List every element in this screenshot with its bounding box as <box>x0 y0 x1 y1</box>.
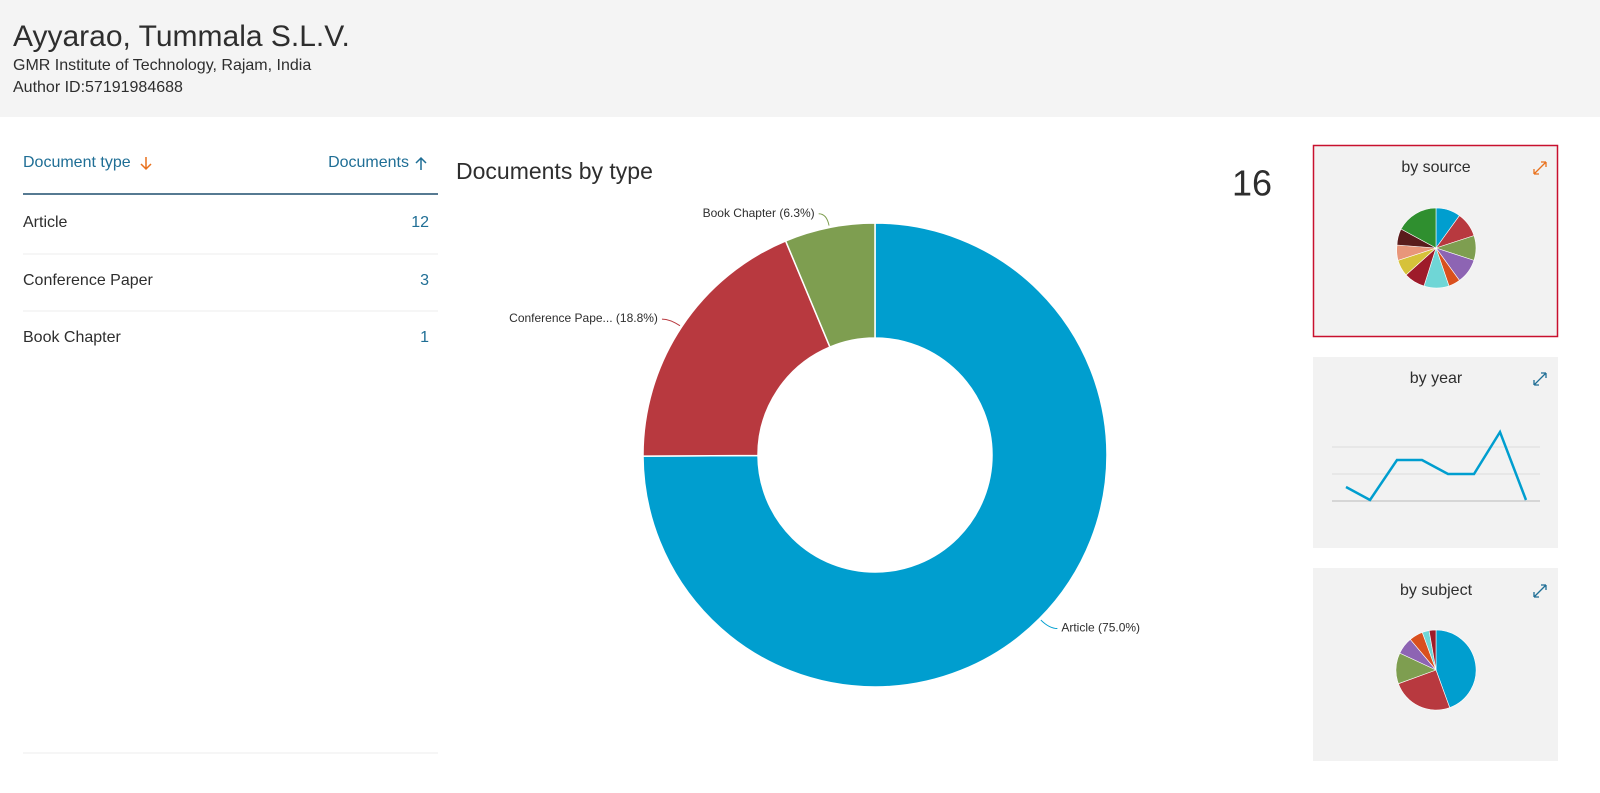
slice-value: (18.8%) <box>616 311 658 325</box>
chart-title: Documents by type <box>456 158 653 184</box>
expand-icon[interactable] <box>1533 372 1547 386</box>
leader-line <box>1040 619 1058 630</box>
slice-label: Book Chapter (6.3%) <box>703 206 815 220</box>
sort-documents[interactable]: Documents <box>328 154 409 171</box>
slice-value: (75.0%) <box>1098 621 1140 635</box>
row-type[interactable]: Book Chapter <box>23 329 122 346</box>
slice-label: Conference Pape... (18.8%) <box>509 311 658 325</box>
thumb-title: by subject <box>1400 582 1473 599</box>
sort-arrow <box>140 157 152 171</box>
thumb-title: by source <box>1401 159 1470 176</box>
donut-slice <box>642 222 1108 688</box>
row-count[interactable]: 3 <box>420 272 429 289</box>
slice-category: Article <box>1061 621 1095 635</box>
sort-arrow <box>415 156 427 170</box>
slice-value: (6.3%) <box>779 206 814 220</box>
thumb-year[interactable] <box>1313 357 1558 548</box>
row-count[interactable]: 1 <box>420 329 429 346</box>
author-id: Author ID:57191984688 <box>13 79 183 96</box>
expand-icon[interactable] <box>1533 584 1547 598</box>
slice-category: Conference Pape... <box>509 311 612 325</box>
donut: Article (75.0%) Conference Pape... (18.8%… <box>509 206 1140 688</box>
leader-line <box>818 213 830 226</box>
sort-type[interactable]: Document type <box>23 154 131 171</box>
row-count[interactable]: 12 <box>411 214 429 231</box>
slice-label: Article (75.0%) <box>1061 621 1140 635</box>
donut-slice <box>642 239 831 457</box>
source-pie <box>1396 207 1477 289</box>
row-type[interactable]: Conference Paper <box>23 272 154 289</box>
slice-category: Book Chapter <box>703 206 776 220</box>
row-type[interactable]: Article <box>23 214 68 231</box>
author-name: Ayyarao, Tummala S.L.V. <box>13 20 350 53</box>
donut-slice <box>784 222 876 349</box>
subject-pie <box>1395 629 1477 711</box>
year-line <box>1345 429 1528 502</box>
header-bg <box>0 0 1600 117</box>
affiliation: GMR Institute of Technology, Rajam, Indi… <box>13 57 311 74</box>
leader-line <box>661 318 681 327</box>
total-count: 16 <box>1232 163 1272 204</box>
expand-icon[interactable] <box>1533 161 1547 175</box>
thumb-title: by year <box>1410 370 1463 387</box>
